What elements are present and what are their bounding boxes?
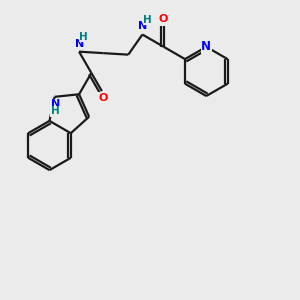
Text: N: N	[51, 99, 60, 109]
Text: N: N	[75, 39, 84, 49]
Text: H: H	[143, 14, 152, 25]
Text: N: N	[201, 40, 211, 53]
Text: H: H	[51, 106, 60, 116]
Text: O: O	[158, 14, 167, 24]
Text: N: N	[138, 21, 148, 32]
Text: O: O	[98, 93, 107, 103]
Text: H: H	[79, 32, 88, 42]
